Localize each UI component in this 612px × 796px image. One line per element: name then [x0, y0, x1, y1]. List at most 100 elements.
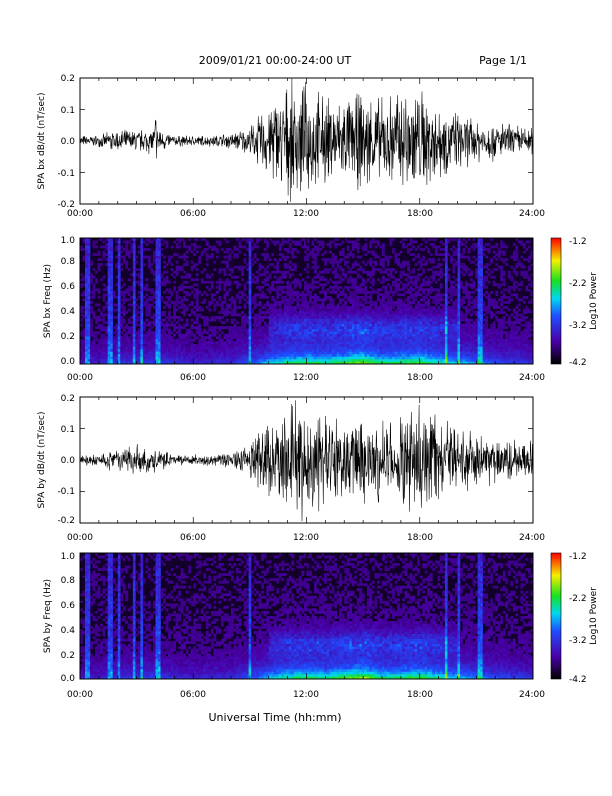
spectrogram-cell [314, 263, 317, 266]
spectrogram-cell [435, 251, 438, 254]
spectrogram-cell [357, 331, 360, 334]
spectrogram-cell [347, 296, 350, 299]
spectrogram-cell [156, 266, 159, 269]
spectrogram-cell [135, 321, 138, 324]
spectrogram-cell [85, 331, 88, 334]
spectrogram-cell [145, 248, 148, 251]
spectrogram-cell [246, 329, 249, 332]
spectrogram-cell [166, 346, 169, 349]
spectrogram-cell [392, 248, 395, 251]
spectrogram-cell [223, 256, 226, 259]
spectrogram-cell [440, 359, 443, 362]
spectrogram-cell [103, 246, 106, 249]
spectrogram-cell [332, 326, 335, 329]
spectrogram-cell [279, 341, 282, 344]
spectrogram-cell [100, 258, 103, 261]
spectrogram-cell [271, 319, 274, 322]
spectrogram-cell [390, 314, 393, 317]
spectrogram-cell [206, 341, 209, 344]
spectrogram-cell [203, 281, 206, 284]
spectrogram-cell [239, 341, 242, 344]
spectrogram-cell [201, 281, 204, 284]
spectrogram-cell [359, 351, 362, 354]
spectrogram-cell [203, 341, 206, 344]
spectrogram-cell [90, 324, 93, 327]
spectrogram-cell [420, 341, 423, 344]
spectrogram-cell [100, 278, 103, 281]
spectrogram-cell [128, 326, 131, 329]
spectrogram-cell [390, 256, 393, 259]
spectrogram-cell [85, 276, 88, 279]
spectrogram-cell [196, 309, 199, 312]
spectrogram-cell [108, 273, 111, 276]
spectrogram-cell [369, 324, 372, 327]
spectrogram-cell [85, 351, 88, 354]
spectrogram-cell [266, 329, 269, 332]
spectrogram-cell [249, 258, 252, 261]
spectrogram-cell [400, 349, 403, 352]
spectrogram-cell [354, 316, 357, 319]
spectrogram-cell [377, 306, 380, 309]
spectrogram-cell [417, 344, 420, 347]
spectrogram-cell [231, 268, 234, 271]
spectrogram-cell [291, 311, 294, 314]
spectrogram-cell [128, 293, 131, 296]
spectrogram-cell [145, 344, 148, 347]
spectrogram-cell [264, 344, 267, 347]
spectrogram-cell [312, 349, 315, 352]
spectrogram-cell [145, 311, 148, 314]
spectrogram-cell [284, 276, 287, 279]
spectrogram-cell [332, 341, 335, 344]
spectrogram-cell [289, 311, 292, 314]
spectrogram-cell [415, 304, 418, 307]
spectrogram-cell [422, 256, 425, 259]
spectrogram-cell [357, 268, 360, 271]
spectrogram-cell [425, 304, 428, 307]
spectrogram-cell [349, 354, 352, 357]
spectrogram-cell [216, 341, 219, 344]
spectrogram-cell [168, 329, 171, 332]
spectrogram-cell [357, 301, 360, 304]
spectrogram-cell [223, 321, 226, 324]
spectrogram-cell [246, 346, 249, 349]
spectrogram-cell [339, 341, 342, 344]
spectrogram-cell [354, 354, 357, 357]
spectrogram-cell [201, 336, 204, 339]
spectrogram-cell [244, 304, 247, 307]
spectrogram-cell [347, 256, 350, 259]
spectrogram-cell [254, 329, 257, 332]
spectrogram-cell [108, 243, 111, 246]
spectrogram-cell [301, 298, 304, 301]
spectrogram-cell [206, 321, 209, 324]
spectrogram-cell [324, 356, 327, 359]
spectrogram-cell [113, 351, 116, 354]
spectrogram-cell [440, 341, 443, 344]
spectrogram-cell [153, 341, 156, 344]
spectrogram-cell [347, 306, 350, 309]
spectrogram-cell [95, 356, 98, 359]
spectrogram-cell [176, 293, 179, 296]
spectrogram-cell [176, 309, 179, 312]
spectrogram-cell [329, 319, 332, 322]
spectrogram-cell [415, 314, 418, 317]
spectrogram-cell [140, 316, 143, 319]
spectrogram-cell [213, 359, 216, 362]
spectrogram-cell [271, 359, 274, 362]
spectrogram-cell [156, 354, 159, 357]
spectrogram-cell [161, 351, 164, 354]
spectrogram-cell [317, 309, 320, 312]
spectrogram-cell [203, 354, 206, 357]
spectrogram-cell [332, 263, 335, 266]
spectrogram-cell [98, 288, 101, 291]
spectrogram-cell [337, 286, 340, 289]
spectrogram-cell [171, 339, 174, 342]
spectrogram-cell [226, 341, 229, 344]
spectrogram-cell [420, 293, 423, 296]
spectrogram-cell [95, 288, 98, 291]
spectrogram-cell [264, 351, 267, 354]
spectrogram-cell [314, 359, 317, 362]
spectrogram-cell [369, 321, 372, 324]
spectrogram-cell [289, 288, 292, 291]
spectrogram-cell [319, 344, 322, 347]
spectrogram-cell [176, 326, 179, 329]
